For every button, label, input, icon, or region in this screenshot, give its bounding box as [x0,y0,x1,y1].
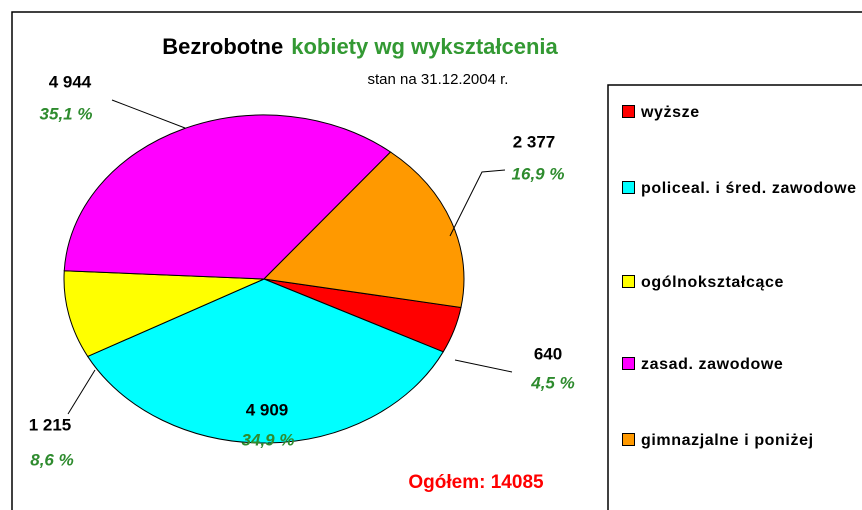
legend-item: wyższe [622,102,862,124]
value-label: 4 944 [49,72,92,91]
legend-swatch [622,181,635,194]
percent-label: 4,5 % [530,373,574,392]
value-label: 2 377 [513,132,556,151]
pie-slice [63,114,392,280]
leader-line [111,99,186,129]
legend-item: policeal. i śred. zawodowe [622,178,862,200]
legend-box [607,84,862,510]
chart-title: Bezrobotne kobiety wg wykształcenia [162,34,558,59]
leader-line [449,169,506,237]
legend-swatch [622,357,635,370]
legend-label: zasad. zawodowe [641,356,784,373]
legend-label: ogólnokształcące [641,274,784,291]
subtitle: stan na 31.12.2004 r. [368,71,509,88]
legend-label: gimnazjalne i poniżej [641,432,814,449]
total-annotation: Ogółem: 14085 [408,472,544,493]
leader-line [454,359,513,373]
legend-item: gimnazjalne i poniżej [622,430,862,452]
percent-label: 35,1 % [40,104,93,123]
percent-label: 8,6 % [30,450,73,469]
pie-slice [86,278,444,444]
percent-label: 16,9 % [512,164,565,183]
pie-slice [262,151,465,309]
legend-swatch [622,105,635,118]
legend-item: ogólnokształcące [622,272,862,294]
percent-label: 34,9 % [242,430,295,449]
value-label: 640 [534,344,562,363]
legend-label: policeal. i śred. zawodowe [641,180,857,197]
legend-label: wyższe [641,104,700,121]
value-label: 1 215 [29,415,72,434]
pie-slice [63,270,265,358]
legend-swatch [622,433,635,446]
legend-item: zasad. zawodowe [622,354,862,376]
leader-line [67,369,96,415]
value-label: 4 909 [246,400,289,419]
title-highlight: kobiety wg wykształcenia [291,34,558,59]
legend-swatch [622,275,635,288]
title-part: Bezrobotne [162,34,283,59]
